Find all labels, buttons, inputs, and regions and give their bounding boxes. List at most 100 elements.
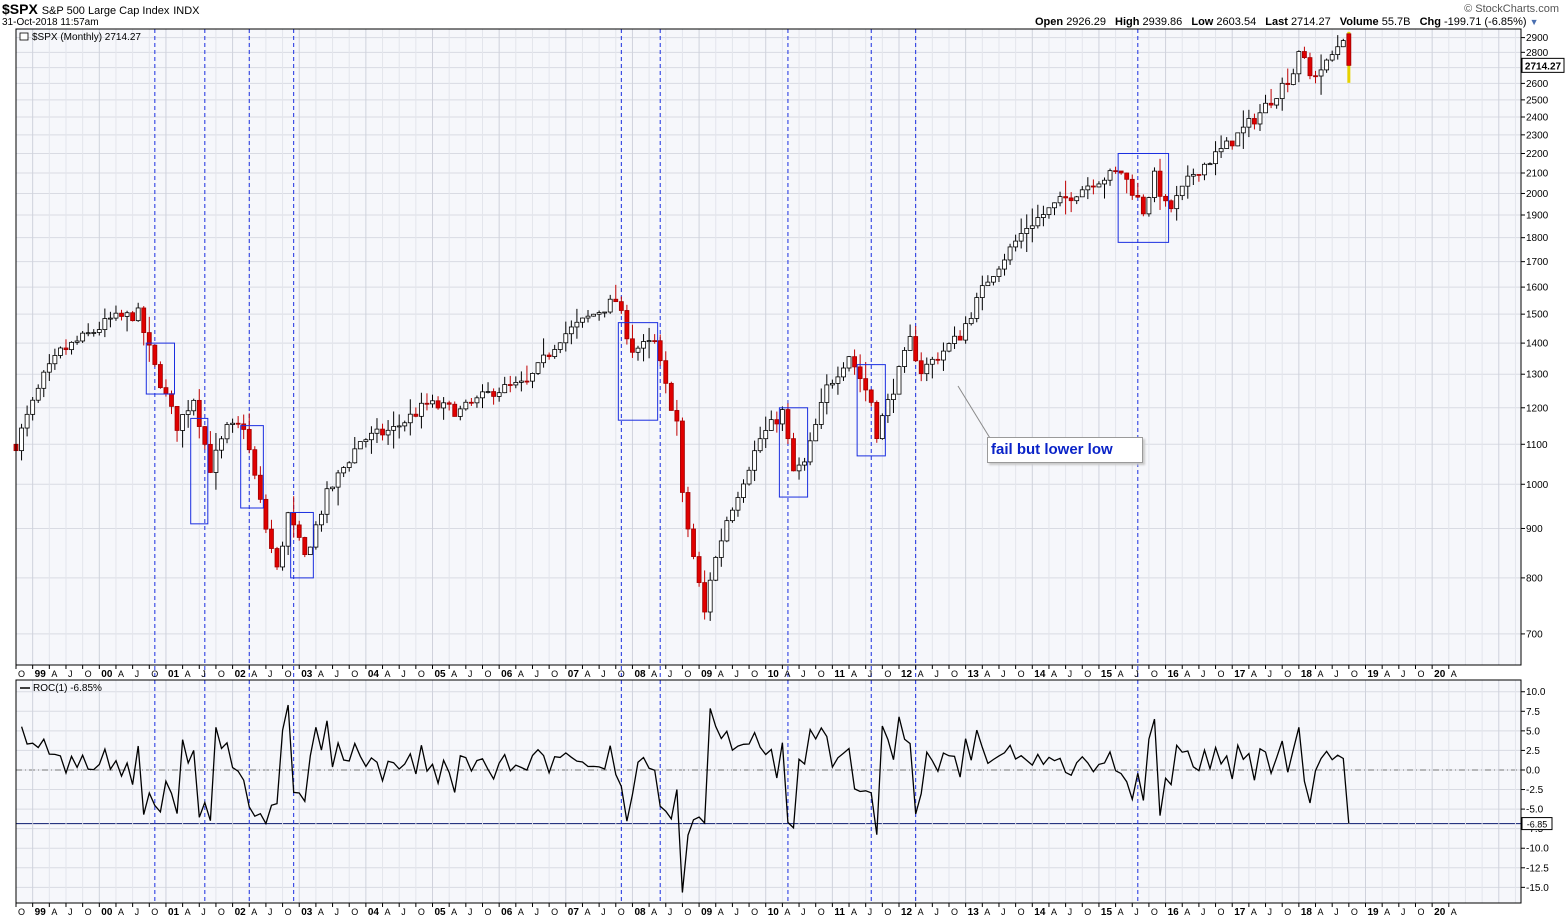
candle-body bbox=[513, 381, 519, 386]
candle-body bbox=[718, 540, 724, 558]
x-tick-label: J bbox=[801, 907, 806, 917]
x-tick-label: O bbox=[85, 669, 92, 679]
candle-body bbox=[313, 524, 319, 548]
candle-body bbox=[302, 537, 308, 556]
candle-body bbox=[102, 318, 108, 330]
price-y-tick-label: 2400 bbox=[1526, 112, 1549, 123]
x-tick-label: O bbox=[618, 669, 625, 679]
annotation-callout[interactable]: fail but lower low bbox=[987, 437, 1143, 463]
roc-y-tick-label: -15.0 bbox=[1526, 883, 1549, 894]
x-tick-label: A bbox=[1251, 669, 1257, 679]
x-tick-label: J bbox=[601, 907, 606, 917]
x-tick-label: 08 bbox=[634, 669, 646, 680]
pattern-box bbox=[290, 511, 314, 579]
candle-body bbox=[552, 349, 558, 357]
price-y-tick-label: 1500 bbox=[1526, 310, 1549, 321]
x-tick-label: A bbox=[1184, 669, 1190, 679]
candle-body bbox=[85, 332, 91, 335]
pattern-box bbox=[240, 425, 264, 509]
x-tick-label: O bbox=[218, 907, 225, 917]
candle-body bbox=[591, 313, 596, 317]
candle-body bbox=[58, 347, 63, 356]
candle-body bbox=[996, 268, 1002, 277]
candle-body bbox=[96, 329, 102, 333]
candle-body bbox=[918, 360, 924, 375]
candle-body bbox=[346, 462, 352, 468]
x-tick-label: A bbox=[451, 907, 457, 917]
candle-body bbox=[924, 363, 930, 375]
candle-body bbox=[274, 548, 280, 568]
candle-body bbox=[985, 281, 991, 287]
candle-body bbox=[1013, 240, 1019, 248]
roc-gridlines bbox=[15, 680, 1521, 903]
x-tick-label: 08 bbox=[634, 907, 646, 918]
x-tick-label: J bbox=[868, 907, 873, 917]
x-tick-label: A bbox=[1118, 669, 1124, 679]
high-value: 2939.86 bbox=[1142, 16, 1183, 28]
x-tick-label: J bbox=[401, 907, 406, 917]
candle-body bbox=[152, 344, 158, 365]
ohlc-readout: Open 2926.29 High 2939.86 Low 2603.54 La… bbox=[1035, 16, 1539, 28]
x-tick-label: 06 bbox=[501, 669, 513, 680]
candle-body bbox=[724, 520, 730, 542]
candle-body bbox=[369, 432, 374, 441]
candle-body bbox=[291, 512, 297, 526]
candle-body bbox=[1290, 73, 1296, 85]
candle-body bbox=[1207, 163, 1213, 166]
candle-body bbox=[1268, 102, 1274, 106]
x-tick-label: J bbox=[1068, 907, 1073, 917]
x-tick-label: O bbox=[618, 907, 625, 917]
candle-body bbox=[191, 399, 197, 412]
candle-body bbox=[169, 393, 174, 407]
high-label: High bbox=[1115, 16, 1140, 28]
x-tick-label: J bbox=[534, 907, 539, 917]
candle-body bbox=[1235, 132, 1241, 147]
candle-body bbox=[146, 332, 152, 346]
roc-line bbox=[20, 704, 1350, 893]
x-tick-label: 04 bbox=[368, 669, 380, 680]
roc-y-tick-label: 0.0 bbox=[1526, 765, 1540, 776]
candle-body bbox=[1002, 259, 1007, 270]
x-tick-label: 16 bbox=[1168, 669, 1180, 680]
x-tick-label: O bbox=[218, 669, 225, 679]
price-y-tick-label: 2800 bbox=[1526, 48, 1549, 59]
x-tick-label: O bbox=[884, 907, 891, 917]
candle-body bbox=[1179, 185, 1185, 197]
roc-legend-text: ROC(1) -6.85% bbox=[33, 683, 102, 694]
candle-body bbox=[230, 422, 235, 425]
x-tick-label: O bbox=[18, 907, 25, 917]
candle-body bbox=[41, 371, 47, 389]
pattern-box bbox=[617, 322, 659, 421]
candle-body bbox=[802, 461, 807, 466]
x-tick-label: A bbox=[1051, 907, 1057, 917]
annotation-text: fail but lower low bbox=[991, 441, 1113, 458]
x-tick-label: O bbox=[1084, 669, 1091, 679]
price-y-tick-label: 1800 bbox=[1526, 233, 1549, 244]
x-tick-label: O bbox=[551, 907, 558, 917]
candle-body bbox=[269, 528, 274, 549]
x-tick-label: O bbox=[151, 907, 158, 917]
candle-body bbox=[1168, 200, 1174, 210]
x-tick-label: A bbox=[784, 669, 790, 679]
x-tick-label: A bbox=[251, 669, 257, 679]
x-tick-label: J bbox=[1134, 669, 1139, 679]
candle-body bbox=[1107, 170, 1113, 181]
candle-body bbox=[680, 420, 685, 493]
x-tick-label: J bbox=[734, 669, 739, 679]
roc-panel-frame bbox=[15, 679, 1522, 904]
candle-body bbox=[913, 336, 919, 362]
x-tick-label: A bbox=[1384, 907, 1390, 917]
x-tick-label: J bbox=[68, 907, 73, 917]
candle-body bbox=[1152, 170, 1157, 198]
candle-body bbox=[1302, 51, 1307, 59]
candle-body bbox=[974, 297, 980, 319]
candle-body bbox=[785, 409, 791, 440]
candle-body bbox=[1074, 196, 1080, 202]
x-tick-label: J bbox=[1201, 669, 1206, 679]
candle-body bbox=[1274, 98, 1280, 106]
candle-body bbox=[502, 384, 508, 394]
dropdown-arrow-icon[interactable]: ▼ bbox=[1529, 17, 1539, 27]
x-tick-label: O bbox=[1284, 669, 1291, 679]
symbol[interactable]: $SPX bbox=[2, 1, 38, 17]
price-gridlines bbox=[15, 29, 1521, 665]
